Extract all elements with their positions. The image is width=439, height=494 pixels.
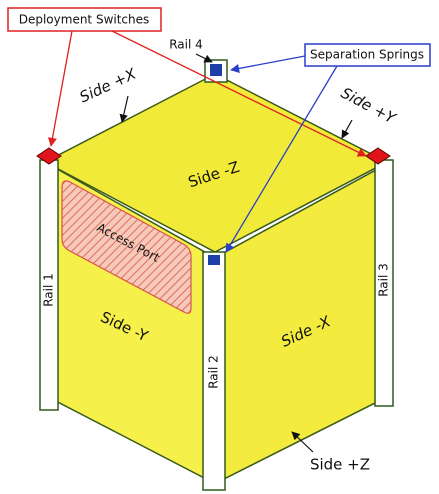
separation-spring — [208, 255, 220, 265]
rail-label: Rail 4 — [169, 38, 203, 52]
side-label: Side +X — [77, 64, 140, 106]
arrow — [291, 431, 314, 453]
rail-label: Rail 2 — [207, 355, 221, 389]
arrow — [195, 53, 213, 63]
separation-spring — [210, 64, 222, 76]
arrow — [225, 65, 338, 253]
rail-label: Rail 3 — [377, 263, 391, 297]
arrow — [230, 55, 306, 73]
callout-box — [7, 7, 162, 32]
arrow — [111, 30, 367, 157]
rail-label: Rail 1 — [42, 273, 56, 307]
deployment-switch — [365, 147, 391, 165]
callout-label: Deployment Switches — [19, 13, 150, 27]
side-label: Side +Y — [338, 84, 400, 128]
arrow — [341, 119, 353, 139]
side-label: Side +Z — [310, 456, 370, 474]
deployment-switch — [36, 147, 62, 165]
rail — [202, 251, 226, 491]
arrow — [47, 30, 73, 147]
access-port — [61, 180, 192, 314]
callout-box — [304, 43, 431, 67]
arrow — [119, 95, 129, 123]
callout-label: Separation Springs — [310, 48, 424, 62]
